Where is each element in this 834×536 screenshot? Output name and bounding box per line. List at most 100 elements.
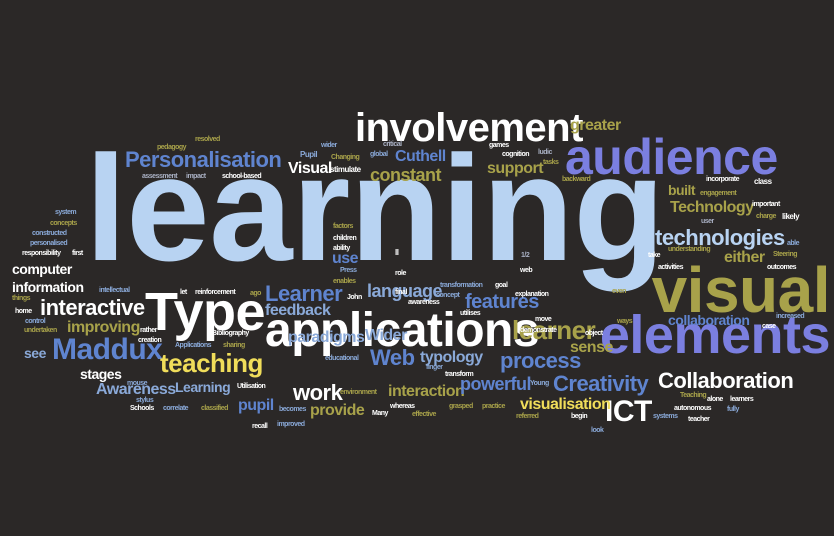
word-process: process (500, 348, 581, 373)
word-information: information (12, 279, 84, 295)
word-1-2: 1/2 (521, 252, 530, 259)
word-teacher: teacher (688, 416, 710, 423)
word-transform: transform (445, 371, 474, 378)
word-things: things (12, 295, 31, 302)
word-ability: ability (333, 245, 350, 252)
word-many: Many (372, 410, 388, 417)
word-home: home (15, 308, 32, 315)
word-concepts: concepts (50, 220, 77, 227)
word-undertaken: undertaken (24, 327, 57, 334)
word-rather: rather (140, 327, 157, 334)
word-practice: practice (482, 403, 505, 410)
word-greater: greater (570, 117, 621, 134)
word-wider: wider (321, 142, 337, 149)
word-tasks: tasks (543, 159, 559, 166)
word-class: class (754, 177, 772, 186)
word-interaction: interaction (388, 383, 465, 400)
word-whereas: whereas (390, 403, 415, 410)
word-computer: computer (12, 261, 72, 277)
word-activities: activities (658, 264, 683, 271)
word-stimulate: stimulate (330, 165, 361, 174)
word-concept: concept (436, 292, 460, 299)
word-transformation: transformation (440, 282, 483, 289)
word-improving: improving (67, 319, 140, 336)
word-either: either (724, 249, 765, 266)
word-pupil: pupil (238, 397, 274, 414)
word-utilisation: Utilisation (237, 383, 266, 390)
word-cuthell: Cuthell (395, 148, 446, 165)
word-technologies: technologies (655, 225, 785, 250)
word-becomes: becomes (279, 406, 306, 413)
word-features: features (465, 291, 539, 313)
word-awareness: Awareness (96, 381, 176, 398)
word-teaching: teaching (160, 348, 263, 378)
word-recall: recall (252, 423, 268, 430)
word-provide: provide (310, 402, 365, 419)
word-user: user (701, 218, 714, 225)
word-web: web (520, 267, 533, 274)
word-collaboration: Collaboration (658, 368, 794, 393)
word-grasped: grasped (449, 403, 473, 410)
word-charge: charge (756, 213, 776, 220)
word-creativity: Creativity (553, 371, 649, 396)
word-teaching: Teaching (680, 392, 707, 399)
word-mouse: mouse (127, 380, 148, 387)
word-work: work (293, 380, 343, 405)
word-language: language (367, 281, 443, 301)
word-autonomous: autonomous (674, 405, 712, 412)
word-global: global (370, 151, 388, 158)
word-educational: educational (325, 355, 359, 362)
word-visual: visual (651, 254, 831, 326)
word-interactive: interactive (40, 295, 145, 320)
word-engagement: engagement (700, 190, 737, 197)
word-elements: elements (599, 305, 831, 365)
word-see: see (24, 345, 46, 361)
word-visualisation: visualisation (520, 396, 611, 413)
word-powerful: powerful (460, 374, 532, 394)
word-classified: classified (201, 405, 228, 412)
word-cognition: cognition (502, 151, 530, 158)
word-fully: fully (727, 406, 739, 413)
word-incorporate: incorporate (706, 176, 740, 183)
word-control: control (25, 318, 46, 325)
word-improved: improved (277, 421, 305, 428)
word-system: system (55, 209, 77, 216)
word-ways: ways (617, 318, 633, 325)
word-stages: stages (80, 366, 122, 382)
word-bibliography: Bibliography (212, 330, 249, 337)
word-able: able (787, 240, 800, 247)
word-learner: Learner (265, 281, 343, 306)
word-ago: ago (250, 290, 261, 297)
word-demonstrate: demonstrate (520, 327, 557, 334)
word-pupil: Pupil (300, 150, 318, 159)
word-referred: referred (516, 413, 539, 420)
word-responsibility: responsibility (22, 250, 61, 257)
word-typology: typology (420, 349, 483, 366)
word-steering: Steering (773, 251, 798, 258)
word-final: final (395, 289, 407, 296)
word-ll: ll (395, 248, 399, 257)
word-wider: Wider (365, 327, 407, 344)
word-personalised: personalised (30, 240, 68, 247)
word-critical: critical (383, 141, 402, 148)
word-enables: enables (333, 278, 356, 285)
word-children: children (333, 235, 357, 242)
word-understanding: understanding (668, 246, 711, 253)
word-applications: Applications (175, 342, 212, 349)
word-games: games (489, 142, 509, 149)
word-take: take (648, 252, 661, 259)
word-use: use (332, 250, 359, 267)
word-stylus: stylus (136, 397, 154, 404)
word-environment: environment (340, 389, 377, 396)
word-factors: factors (333, 223, 353, 230)
word-important: important (752, 201, 780, 208)
word-applications: applications (265, 304, 540, 357)
word-even: even (612, 288, 626, 295)
word-systems: systems (653, 413, 678, 420)
word-collaboration: collaboration (668, 312, 750, 328)
word-ict: ICT (605, 395, 652, 428)
word-paradigms: paradigms (288, 329, 365, 346)
word-impact: impact (186, 173, 206, 180)
word-type: Type (145, 282, 266, 342)
